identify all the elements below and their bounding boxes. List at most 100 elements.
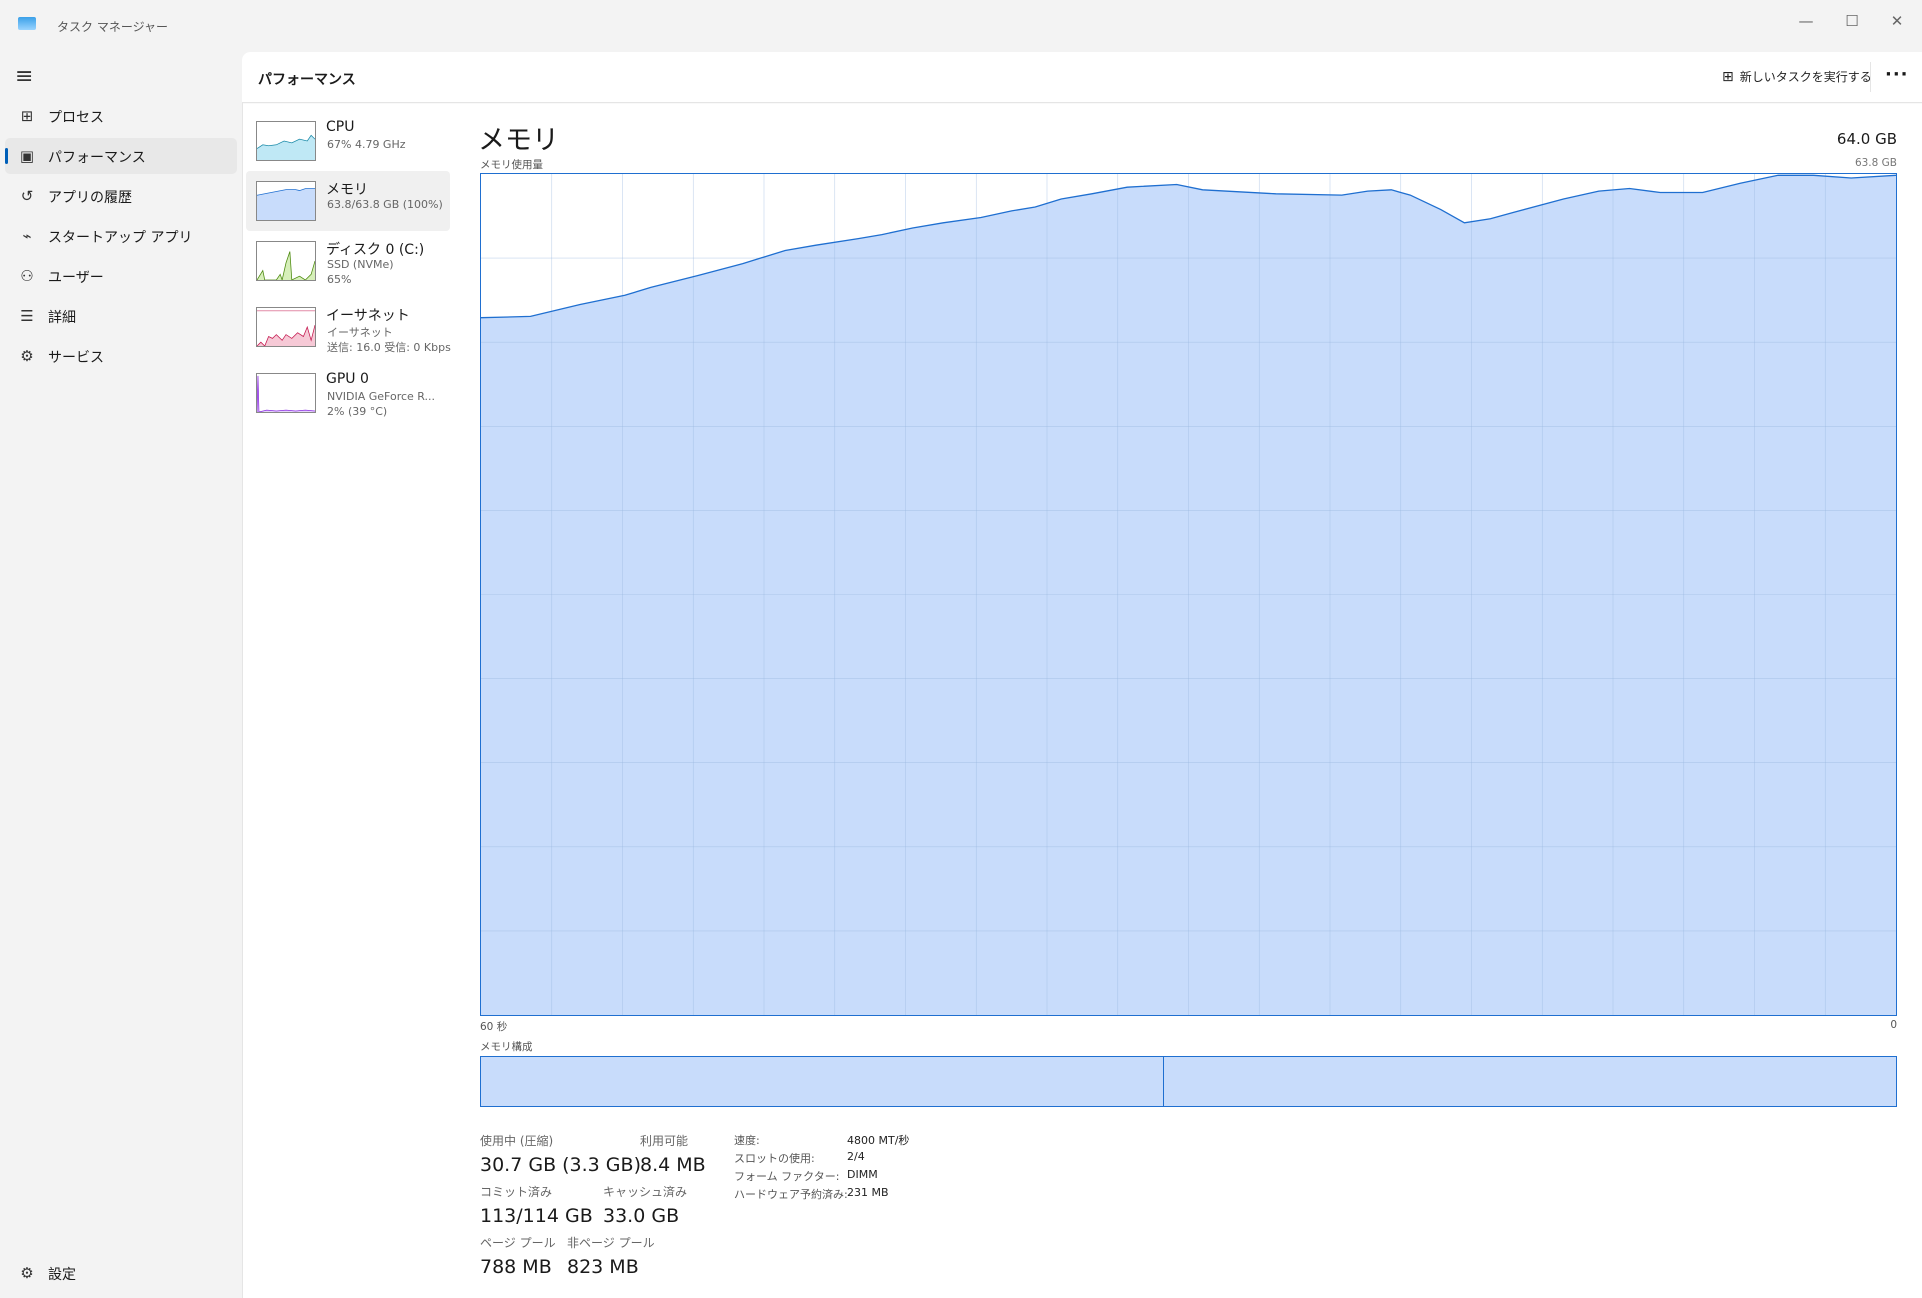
sidebar-item-label: 詳細 bbox=[48, 310, 76, 326]
sidebar-item-label: アプリの履歴 bbox=[48, 190, 132, 206]
close-button[interactable]: ✕ bbox=[1890, 12, 1904, 30]
property-label: フォーム ファクター: bbox=[734, 1170, 840, 1183]
property-label: 速度: bbox=[734, 1134, 760, 1147]
resource-detail: NVIDIA GeForce R... bbox=[327, 390, 436, 403]
sidebar-item-settings[interactable]: ⚙ 設定 bbox=[5, 1255, 237, 1291]
sidebar-item-history[interactable]: ↺ アプリの履歴 bbox=[5, 178, 237, 214]
sidebar-item-performance[interactable]: ▣ パフォーマンス bbox=[5, 138, 237, 174]
resource-item-4[interactable]: GPU 0 NVIDIA GeForce R... 2% (39 °C) bbox=[246, 371, 450, 429]
stat-block: コミット済み 113/114 GB bbox=[480, 1183, 593, 1227]
stat-value: 788 MB bbox=[480, 1256, 552, 1278]
sidebar-item-details[interactable]: ☰ 詳細 bbox=[5, 298, 237, 334]
sidebar-item-services[interactable]: ⚙ サービス bbox=[5, 338, 237, 374]
page-title: パフォーマンス bbox=[258, 72, 356, 88]
max-label: 63.8 GB bbox=[1854, 157, 1897, 169]
composition-standby bbox=[1164, 1057, 1896, 1106]
settings-label: 設定 bbox=[48, 1267, 76, 1283]
active-indicator bbox=[5, 148, 8, 164]
processes-icon: ⊞ bbox=[20, 107, 34, 125]
property-label: スロットの使用: bbox=[734, 1152, 815, 1165]
stat-block: キャッシュ済み 33.0 GB bbox=[603, 1183, 687, 1227]
composition-in-use bbox=[481, 1057, 1164, 1106]
minimize-button[interactable]: — bbox=[1798, 12, 1814, 30]
stat-label: 利用可能 bbox=[640, 1134, 689, 1148]
sidebar-item-label: パフォーマンス bbox=[48, 150, 146, 166]
resource-sparkline bbox=[256, 307, 316, 347]
composition-label: メモリ構成 bbox=[480, 1041, 533, 1053]
resource-detail-2: 送信: 16.0 受信: 0 Kbps bbox=[327, 341, 451, 354]
resource-detail: SSD (NVMe) bbox=[327, 258, 394, 271]
resource-detail: 63.8/63.8 GB (100%) bbox=[327, 198, 443, 211]
property-value: 231 MB bbox=[847, 1186, 889, 1199]
users-icon: ⚇ bbox=[20, 267, 34, 285]
stat-value: 33.0 GB bbox=[603, 1205, 680, 1227]
resource-item-0[interactable]: CPU 67% 4.79 GHz bbox=[246, 119, 450, 177]
resource-item-2[interactable]: ディスク 0 (C:) SSD (NVMe) 65% bbox=[246, 241, 450, 297]
header-divider bbox=[1870, 62, 1871, 92]
stat-block: 使用中 (圧縮) 30.7 GB (3.3 GB) bbox=[480, 1132, 641, 1176]
stat-block: ページ プール 788 MB bbox=[480, 1234, 556, 1278]
usage-label: メモリ使用量 bbox=[480, 159, 543, 171]
gear-icon: ⚙ bbox=[20, 1264, 34, 1282]
stat-block: 非ページ プール 823 MB bbox=[567, 1234, 655, 1278]
task-manager-logo-icon bbox=[18, 17, 36, 30]
page-header bbox=[242, 52, 1922, 103]
stat-label: コミット済み bbox=[480, 1185, 553, 1199]
services-icon: ⚙ bbox=[20, 347, 34, 365]
resource-title: メモリ bbox=[478, 125, 559, 156]
resource-item-3[interactable]: イーサネット イーサネット送信: 16.0 受信: 0 Kbps bbox=[246, 307, 451, 363]
history-icon: ↺ bbox=[20, 187, 34, 205]
resource-name: メモリ bbox=[326, 182, 368, 198]
sidebar-item-label: スタートアップ アプリ bbox=[48, 230, 193, 246]
stat-block: 利用可能 8.4 MB bbox=[640, 1132, 706, 1176]
run-new-task-button[interactable]: ⊞ 新しいタスクを実行する bbox=[1722, 68, 1872, 85]
memory-usage-line bbox=[481, 174, 1896, 319]
resource-name: GPU 0 bbox=[326, 371, 369, 387]
stat-label: 使用中 (圧縮) bbox=[480, 1134, 554, 1148]
sidebar-item-users[interactable]: ⚇ ユーザー bbox=[5, 258, 237, 294]
memory-composition-bar bbox=[480, 1056, 1897, 1107]
details-icon: ☰ bbox=[20, 307, 34, 325]
memory-usage-chart bbox=[480, 173, 1897, 1016]
stat-label: 非ページ プール bbox=[567, 1236, 655, 1250]
stat-label: ページ プール bbox=[480, 1236, 556, 1250]
resource-name: イーサネット bbox=[326, 308, 410, 324]
hamburger-menu-icon[interactable]: ≡ bbox=[15, 64, 34, 89]
property-label: ハードウェア予約済み: bbox=[734, 1188, 848, 1201]
new-task-icon: ⊞ bbox=[1722, 69, 1734, 85]
stat-value: 8.4 MB bbox=[640, 1154, 706, 1176]
resource-detail: 67% 4.79 GHz bbox=[327, 138, 406, 151]
property-value: 4800 MT/秒 bbox=[847, 1134, 910, 1147]
resource-item-1[interactable]: メモリ 63.8/63.8 GB (100%) bbox=[246, 171, 450, 231]
stat-value: 113/114 GB bbox=[480, 1205, 593, 1227]
resource-name: CPU bbox=[326, 119, 355, 135]
run-new-task-label: 新しいタスクを実行する bbox=[1739, 70, 1872, 84]
sidebar-item-processes[interactable]: ⊞ プロセス bbox=[5, 98, 237, 134]
property-value: DIMM bbox=[847, 1168, 878, 1181]
resource-sparkline bbox=[256, 121, 316, 161]
resource-detail-2: 2% (39 °C) bbox=[327, 405, 388, 418]
sidebar-item-label: ユーザー bbox=[48, 270, 104, 286]
more-options-button[interactable]: ··· bbox=[1885, 64, 1909, 85]
property-value: 2/4 bbox=[847, 1150, 865, 1163]
resource-detail-2: 65% bbox=[327, 273, 352, 286]
stat-label: キャッシュ済み bbox=[603, 1185, 688, 1199]
resource-sparkline bbox=[256, 181, 316, 221]
x-axis-right-label: 0 bbox=[1890, 1019, 1897, 1031]
resource-name: ディスク 0 (C:) bbox=[326, 242, 425, 258]
sidebar-item-label: プロセス bbox=[48, 110, 104, 126]
window-title: タスク マネージャー bbox=[57, 20, 168, 34]
total-memory: 64.0 GB bbox=[1836, 130, 1897, 148]
resource-sparkline bbox=[256, 373, 316, 413]
resource-detail: イーサネット bbox=[327, 326, 393, 339]
stat-value: 30.7 GB (3.3 GB) bbox=[480, 1154, 641, 1176]
startup-icon: ⌁ bbox=[22, 227, 32, 245]
stat-value: 823 MB bbox=[567, 1256, 639, 1278]
resource-sparkline bbox=[256, 241, 316, 281]
sidebar-item-startup[interactable]: ⌁ スタートアップ アプリ bbox=[5, 218, 237, 254]
title-bar: タスク マネージャー — ☐ ✕ bbox=[0, 0, 1922, 52]
maximize-button[interactable]: ☐ bbox=[1845, 12, 1859, 30]
sidebar-item-label: サービス bbox=[48, 350, 104, 366]
performance-icon: ▣ bbox=[19, 147, 35, 165]
x-axis-left-label: 60 秒 bbox=[480, 1021, 508, 1033]
